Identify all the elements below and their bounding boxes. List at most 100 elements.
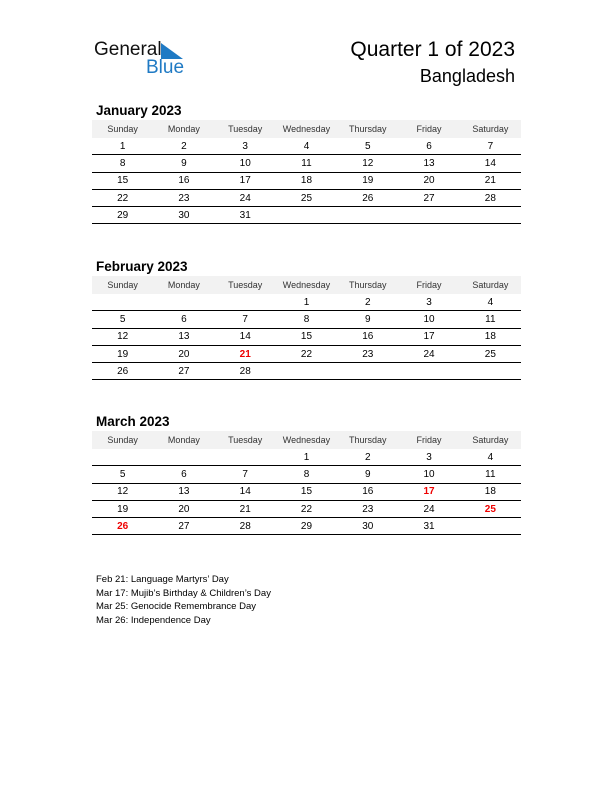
day-cell: 21 <box>459 172 521 190</box>
weekday-header: Thursday <box>337 276 399 294</box>
day-cell: 10 <box>398 465 460 484</box>
day-cell: 5 <box>92 465 154 484</box>
page-title: Quarter 1 of 2023 <box>350 38 515 61</box>
day-cell: 24 <box>214 189 276 208</box>
day-cell: 26 <box>92 362 154 381</box>
day-cell: 25 <box>275 189 338 208</box>
weekday-header: Tuesday <box>214 276 276 294</box>
day-cell: 22 <box>92 189 154 208</box>
day-cell: 16 <box>337 328 399 346</box>
day-cell: 24 <box>398 500 460 519</box>
day-cell: 9 <box>153 154 215 173</box>
day-cell <box>459 206 521 225</box>
holiday-day-cell: 26 <box>92 517 154 536</box>
day-cell <box>398 206 460 225</box>
week-row: 19 20 21 22 23 24 25 <box>92 345 521 364</box>
day-cell: 14 <box>459 154 521 173</box>
month-grid: Sunday Monday Tuesday Wednesday Thursday Frid… <box>92 276 521 381</box>
holiday-note: Mar 26: Independence Day <box>96 614 211 626</box>
day-cell: 17 <box>398 328 460 346</box>
day-cell: 30 <box>337 517 399 536</box>
weekday-header: Saturday <box>459 276 521 294</box>
weekday-header: Saturday <box>459 431 521 449</box>
day-cell: 3 <box>398 449 460 467</box>
weekday-header: Saturday <box>459 120 521 138</box>
week-row: 29 30 31 <box>92 206 521 225</box>
day-cell: 18 <box>459 483 521 501</box>
country-name: Bangladesh <box>419 66 515 86</box>
day-cell: 12 <box>92 483 154 501</box>
day-cell: 28 <box>214 517 276 536</box>
day-cell: 15 <box>275 483 338 501</box>
holiday-note: Feb 21: Language Martyrs’ Day <box>96 574 229 585</box>
day-cell: 16 <box>153 172 215 190</box>
day-cell: 3 <box>214 138 276 156</box>
day-cell: 1 <box>275 294 338 312</box>
day-cell: 31 <box>398 517 460 536</box>
holiday-notes: Feb 21: Language Martyrs’ Day Mar 17: Muj… <box>96 573 271 627</box>
weekday-header: Tuesday <box>214 120 276 138</box>
day-cell: 10 <box>398 310 460 329</box>
day-cell <box>275 362 338 381</box>
month-grid: Sunday Monday Tuesday Wednesday Thursday Frid… <box>92 120 521 225</box>
weekday-header: Friday <box>398 120 460 138</box>
day-cell: 1 <box>92 138 154 156</box>
day-cell: 27 <box>398 189 460 208</box>
day-cell <box>92 449 154 467</box>
day-cell: 23 <box>153 189 215 208</box>
weekday-header: Wednesday <box>275 120 338 138</box>
day-cell: 3 <box>398 294 460 312</box>
day-cell: 14 <box>214 483 276 501</box>
day-cell: 20 <box>153 345 215 364</box>
day-cell: 19 <box>92 345 154 364</box>
day-cell: 22 <box>275 500 338 519</box>
week-row: 12 13 14 15 16 17 18 <box>92 328 521 346</box>
weekday-header: Monday <box>153 431 215 449</box>
day-cell <box>214 294 276 312</box>
day-cell: 11 <box>459 310 521 329</box>
day-cell: 8 <box>92 154 154 173</box>
day-cell: 17 <box>214 172 276 190</box>
month-grid: Sunday Monday Tuesday Wednesday Thursday Frid… <box>92 431 521 536</box>
day-cell <box>275 206 338 225</box>
day-cell: 12 <box>92 328 154 346</box>
weekday-header: Wednesday <box>275 431 338 449</box>
day-cell: 18 <box>459 328 521 346</box>
day-cell <box>153 294 215 312</box>
holiday-note: Mar 25: Genocide Remembrance Day <box>96 601 256 613</box>
holiday-day-cell: 21 <box>214 345 276 364</box>
day-cell: 23 <box>337 345 399 364</box>
holiday-note: Mar 17: Mujib’s Birthday & Children’s Da… <box>96 587 271 599</box>
day-cell: 8 <box>275 465 338 484</box>
day-cell: 31 <box>214 206 276 225</box>
day-cell: 23 <box>337 500 399 519</box>
day-cell <box>398 362 460 381</box>
day-cell: 13 <box>398 154 460 173</box>
day-cell: 15 <box>275 328 338 346</box>
day-cell: 22 <box>275 345 338 364</box>
day-cell <box>337 362 399 381</box>
day-cell: 20 <box>398 172 460 190</box>
day-cell: 1 <box>275 449 338 467</box>
day-cell: 28 <box>459 189 521 208</box>
day-cell: 5 <box>337 138 399 156</box>
day-cell <box>214 449 276 467</box>
holiday-day-cell: 25 <box>459 500 521 519</box>
day-cell <box>92 294 154 312</box>
day-cell: 14 <box>214 328 276 346</box>
day-cell: 30 <box>153 206 215 225</box>
day-cell: 7 <box>459 138 521 156</box>
logo: General Blue <box>94 39 184 78</box>
day-cell: 4 <box>275 138 338 156</box>
day-cell: 19 <box>92 500 154 519</box>
day-cell: 9 <box>337 465 399 484</box>
month-title: March 2023 <box>96 414 170 429</box>
logo-word-general: General <box>94 39 162 60</box>
day-cell: 11 <box>275 154 338 173</box>
weekday-header: Monday <box>153 276 215 294</box>
logo-triangle-icon <box>161 43 183 59</box>
week-row: 15 16 17 18 19 20 21 <box>92 172 521 190</box>
week-row: 19 20 21 22 23 24 25 <box>92 500 521 519</box>
